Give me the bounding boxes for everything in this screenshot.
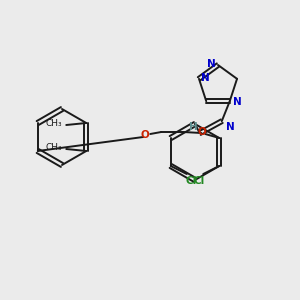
Text: N: N (233, 97, 242, 107)
Text: O: O (198, 127, 207, 137)
Text: Cl: Cl (194, 176, 205, 186)
Text: N: N (226, 122, 235, 132)
Text: O: O (141, 130, 150, 140)
Text: N: N (201, 73, 210, 83)
Text: H: H (189, 122, 198, 132)
Text: CH₃: CH₃ (46, 143, 62, 152)
Text: N: N (207, 59, 216, 69)
Text: Cl: Cl (185, 176, 196, 186)
Text: CH₃: CH₃ (46, 119, 62, 128)
